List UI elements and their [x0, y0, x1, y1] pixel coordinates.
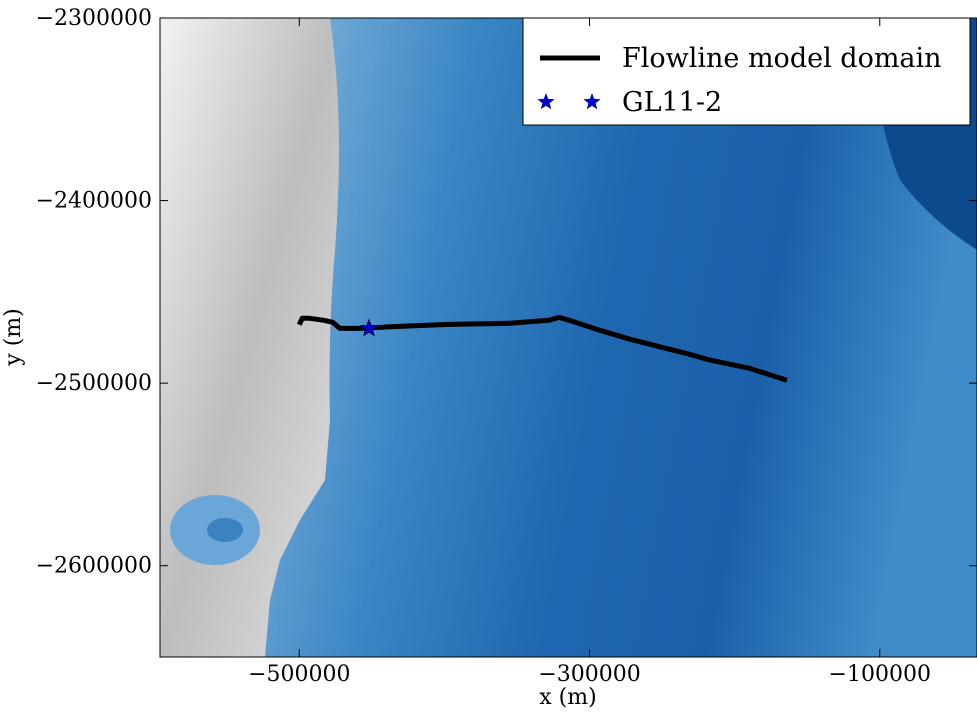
legend-label: GL11-2: [622, 87, 722, 118]
x-tick-label: −500000: [248, 662, 350, 687]
y-tick-label: −2500000: [36, 371, 152, 396]
legend-label: Flowline model domain: [622, 43, 942, 74]
y-tick-label: −2400000: [36, 189, 152, 214]
y-axis-label: y (m): [1, 308, 26, 366]
x-tick-label: −300000: [538, 662, 640, 687]
y-tick-label: −2600000: [36, 554, 152, 579]
y-tick-label: −2300000: [36, 6, 152, 31]
x-tick-label: −100000: [829, 662, 931, 687]
x-axis-label: x (m): [539, 685, 596, 710]
legend: Flowline model domain GL11-2: [523, 18, 970, 125]
chart: y (m) x (m) Flowline model domainGL11-2 …: [0, 0, 977, 716]
